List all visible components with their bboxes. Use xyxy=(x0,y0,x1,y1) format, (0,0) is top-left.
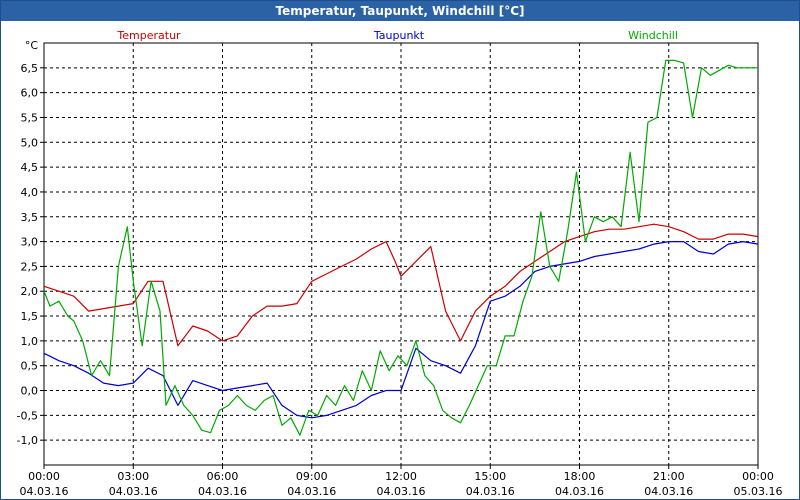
y-axis-unit-label: °C xyxy=(25,39,39,52)
y-tick-label: 2,5 xyxy=(21,260,39,273)
series-line-windchill xyxy=(43,59,758,436)
grid xyxy=(44,43,758,465)
series-line-temperatur xyxy=(43,223,759,347)
legend-taupunkt: Taupunkt xyxy=(373,29,425,42)
y-tick-label: 6,0 xyxy=(21,87,39,100)
x-tick-label-time: 21:00 xyxy=(653,470,685,483)
x-tick-label-date: 04.03.16 xyxy=(20,485,69,498)
y-tick-label: 4,0 xyxy=(21,186,39,199)
y-tick-label: 5,0 xyxy=(21,136,39,149)
y-tick-label: 3,5 xyxy=(21,211,39,224)
window-title: Temperatur, Taupunkt, Windchill [°C] xyxy=(1,1,799,21)
x-tick-label-date: 04.03.16 xyxy=(287,485,336,498)
x-tick-label-date: 04.03.16 xyxy=(109,485,158,498)
x-tick-label-time: 03:00 xyxy=(117,470,149,483)
legend: Temperatur Taupunkt Windchill xyxy=(116,29,678,42)
x-tick-label-date: 04.03.16 xyxy=(466,485,515,498)
y-tick-label: -1,0 xyxy=(17,434,38,447)
legend-temperatur: Temperatur xyxy=(116,29,181,42)
x-tick-label-date: 05.03.16 xyxy=(734,485,783,498)
x-tick-label-time: 15:00 xyxy=(474,470,506,483)
x-tick-label-time: 09:00 xyxy=(296,470,328,483)
y-tick-label: 1,0 xyxy=(21,335,39,348)
y-tick-label: 5,5 xyxy=(21,111,39,124)
chart-area: -1,0 -0,5 0,0 0,5 1,0 1,5 2,0 2,5 3,0 3,5 4,0 4,5 5,… xyxy=(17,29,783,498)
x-tick-label-time: 06:00 xyxy=(207,470,239,483)
x-tick-label-time: 12:00 xyxy=(385,470,417,483)
x-tick-label-date: 04.03.16 xyxy=(555,485,604,498)
y-tick-label: 2,0 xyxy=(21,285,39,298)
legend-windchill: Windchill xyxy=(628,29,678,42)
y-tick-label: 3,0 xyxy=(21,236,39,249)
y-tick-label: -0,5 xyxy=(17,409,38,422)
y-tick-label: 0,0 xyxy=(21,385,39,398)
x-tick-label-time: 00:00 xyxy=(742,470,774,483)
x-tick-label-time: 18:00 xyxy=(564,470,596,483)
y-tick-label: 6,5 xyxy=(21,62,39,75)
series-line-taupunkt xyxy=(43,241,759,419)
x-tick-label-date: 04.03.16 xyxy=(377,485,426,498)
y-tick-label: 0,5 xyxy=(21,360,39,373)
x-tick-label-date: 04.03.16 xyxy=(644,485,693,498)
axes: -1,0 -0,5 0,0 0,5 1,0 1,5 2,0 2,5 3,0 3,5 4,0 4,5 5,… xyxy=(17,39,783,498)
y-tick-label: 4,5 xyxy=(21,161,39,174)
x-tick-label-date: 04.03.16 xyxy=(198,485,247,498)
x-tick-label-time: 00:00 xyxy=(28,470,60,483)
y-tick-label: 1,5 xyxy=(21,310,39,323)
series-layer xyxy=(43,59,759,436)
